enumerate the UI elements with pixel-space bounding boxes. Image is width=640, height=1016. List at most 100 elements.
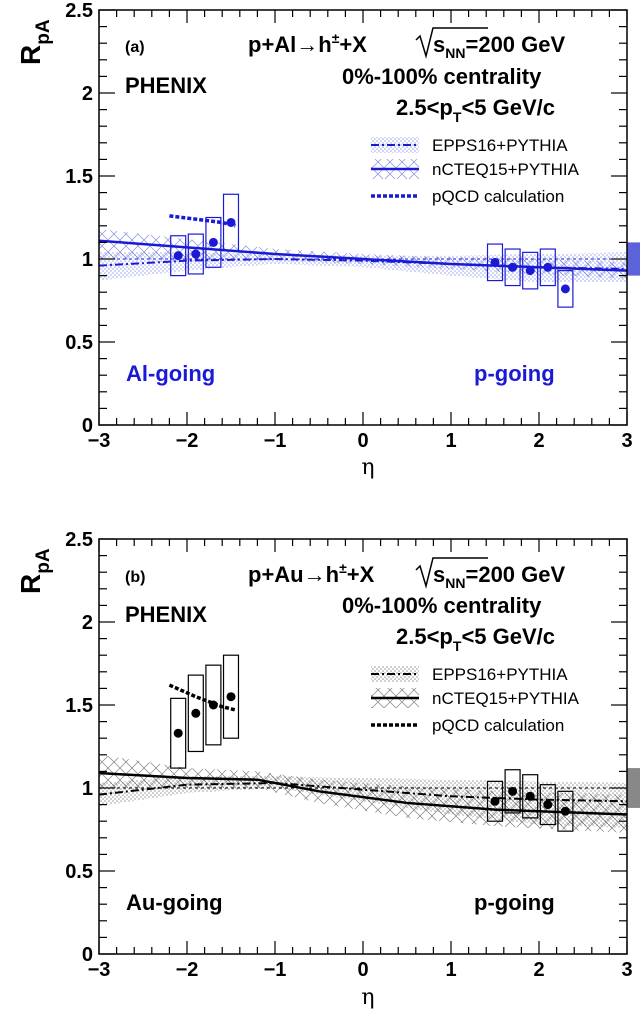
syst-box (557, 270, 574, 308)
data-point (226, 692, 236, 702)
right-region-label: p-going (474, 890, 555, 915)
data-point (490, 796, 500, 806)
y-axis-title: RpA (15, 548, 54, 594)
y-tick-label: 1 (82, 249, 93, 271)
syst-box (522, 251, 539, 290)
x-tick-label: −2 (176, 430, 199, 452)
y-tick-label: 1.5 (65, 166, 93, 188)
y-tick-label: 2.5 (65, 0, 93, 22)
x-tick-label: −2 (176, 959, 199, 981)
pt-range-label: 2.5<pT<5 GeV/c (396, 624, 555, 654)
legend-ncteq15: nCTEQ15+PYTHIA (432, 160, 580, 179)
y-tick-label: 0.5 (65, 332, 93, 354)
panel-label: (a) (125, 39, 145, 56)
pqcd-line (168, 683, 236, 712)
data-point (173, 251, 183, 261)
y-tick-label: 1 (82, 778, 93, 800)
legend: EPPS16+PYTHIA nCTEQ15+PYTHIA pQCD calcul… (371, 136, 580, 206)
syst-box (187, 233, 204, 275)
data-point (208, 237, 218, 247)
x-axis-title: η (361, 455, 374, 480)
x-tick-label: −1 (264, 959, 287, 981)
syst-box (205, 216, 222, 268)
syst-box (170, 235, 187, 277)
legend-epps16: EPPS16+PYTHIA (432, 136, 568, 155)
x-tick-label: −1 (264, 430, 287, 452)
data-point (508, 262, 518, 272)
theory-bands (99, 754, 640, 833)
data-point (525, 791, 535, 801)
x-tick-label: 3 (621, 430, 632, 452)
pt-range-label: 2.5<pT<5 GeV/c (396, 95, 555, 125)
sqrt-symbol (415, 557, 488, 589)
data-point (525, 266, 535, 276)
global-uncertainty-box (627, 242, 640, 276)
data-point (191, 708, 201, 718)
x-tick-label: 1 (445, 430, 456, 452)
syst-box (187, 674, 204, 753)
experiment-label: PHENIX (125, 73, 207, 98)
x-tick-label: −3 (88, 430, 111, 452)
legend-pqcd: pQCD calculation (432, 187, 564, 206)
syst-box (504, 769, 521, 814)
legend-ncteq15: nCTEQ15+PYTHIA (432, 689, 580, 708)
data-point (173, 728, 183, 738)
data-point (508, 786, 518, 796)
syst-box (222, 654, 240, 739)
data-point (560, 284, 570, 294)
y-tick-label: 0 (82, 944, 93, 966)
syst-box (539, 784, 556, 826)
y-tick-label: 2 (82, 612, 93, 634)
axes-frame: −3 −2 −1 0 1 2 3 0 0.5 1 1.5 2 2.5 (65, 529, 632, 981)
data-point (208, 700, 218, 710)
y-tick-label: 0.5 (65, 861, 93, 883)
theory-curves (98, 683, 628, 816)
global-uncertainty-box (627, 768, 640, 808)
data-point (543, 262, 553, 272)
energy-label: sNN=200 GeV (433, 562, 565, 591)
left-region-label: Au-going (126, 890, 223, 915)
x-tick-label: 2 (533, 430, 544, 452)
syst-box (170, 697, 187, 769)
x-tick-label: 2 (533, 959, 544, 981)
right-region-label: p-going (474, 361, 555, 386)
y-axis-title: RpA (15, 19, 54, 65)
x-tick-label: 0 (357, 430, 368, 452)
sqrt-symbol (415, 27, 488, 59)
pqcd-line (169, 214, 236, 228)
reaction-label: p+Au→h±+X (248, 560, 375, 587)
centrality-label: 0%-100% centrality (342, 593, 542, 618)
axes-frame: −3 −2 −1 0 1 2 3 0 0.5 1 1.5 2 2.5 (65, 0, 632, 452)
data-points (173, 217, 570, 294)
data-point (560, 806, 570, 816)
legend-pqcd: pQCD calculation (432, 716, 564, 735)
data-point (543, 800, 553, 810)
panel-label: (b) (125, 569, 145, 586)
x-axis-title: η (361, 985, 374, 1010)
data-point (191, 249, 201, 259)
data-points (173, 692, 570, 816)
legend: EPPS16+PYTHIA nCTEQ15+PYTHIA pQCD calcul… (371, 665, 580, 735)
experiment-label: PHENIX (125, 602, 207, 627)
y-tick-label: 0 (82, 415, 93, 437)
syst-box (486, 243, 504, 282)
panel-a: −3 −2 −1 0 1 2 3 0 0.5 1 1.5 2 2.5 (a) PHENIX p+Al→h… (15, 0, 640, 480)
reaction-label: p+Al→h±+X (248, 30, 367, 57)
left-region-label: Al-going (126, 361, 215, 386)
epps16-band (99, 776, 627, 828)
y-tick-label: 2 (82, 83, 93, 105)
data-point (490, 257, 500, 267)
ncteq15-line (98, 239, 628, 272)
energy-label: sNN=200 GeV (433, 32, 565, 61)
syst-box (486, 780, 504, 822)
panel-b: −3 −2 −1 0 1 2 3 0 0.5 1 1.5 2 2.5 (b) PHENIX p+Au→h… (15, 529, 640, 1010)
syst-box (522, 774, 539, 819)
y-tick-label: 2.5 (65, 529, 93, 551)
x-tick-label: 3 (621, 959, 632, 981)
centrality-label: 0%-100% centrality (342, 64, 542, 89)
x-tick-label: 0 (357, 959, 368, 981)
ncteq15-line (98, 771, 628, 816)
y-tick-label: 1.5 (65, 695, 93, 717)
data-point (226, 217, 236, 227)
